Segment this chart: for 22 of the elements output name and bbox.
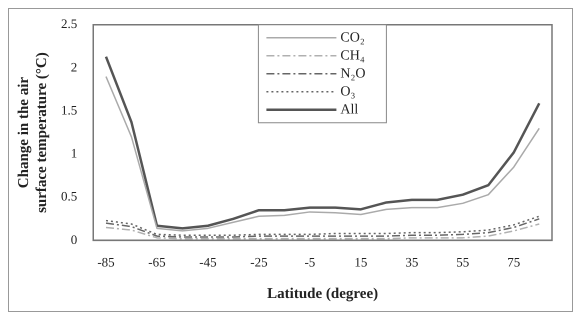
legend-label: N₂O: [340, 66, 366, 82]
x-tick-label: 35: [405, 254, 418, 270]
y-tick-label: 2: [70, 59, 78, 74]
x-tick-label: -85: [97, 254, 115, 270]
y-tick-label: 1.5: [61, 102, 78, 118]
x-tick-label: -45: [199, 254, 217, 270]
y-tick-label: 2.5: [61, 16, 78, 32]
y-tick-label: 1: [70, 146, 78, 161]
legend-label: O₃: [340, 84, 356, 100]
legend-label: All: [340, 102, 358, 118]
x-tick-label: -25: [250, 254, 268, 270]
y-axis-title: Change in the air surface temperature (°C): [16, 52, 50, 213]
x-tick-label: 75: [507, 254, 520, 270]
legend-label: CO₂: [340, 30, 365, 46]
x-axis-title: Latitude (degree): [267, 286, 378, 302]
x-tick-label: -5: [304, 254, 316, 270]
legend-label: CH₄: [340, 48, 365, 64]
x-tick-label: -65: [148, 254, 166, 270]
y-tick-label: 0.5: [61, 188, 78, 204]
x-tick-label: 15: [354, 254, 368, 270]
y-tick-label: 0: [70, 232, 78, 247]
x-tick-label: 55: [456, 254, 470, 270]
